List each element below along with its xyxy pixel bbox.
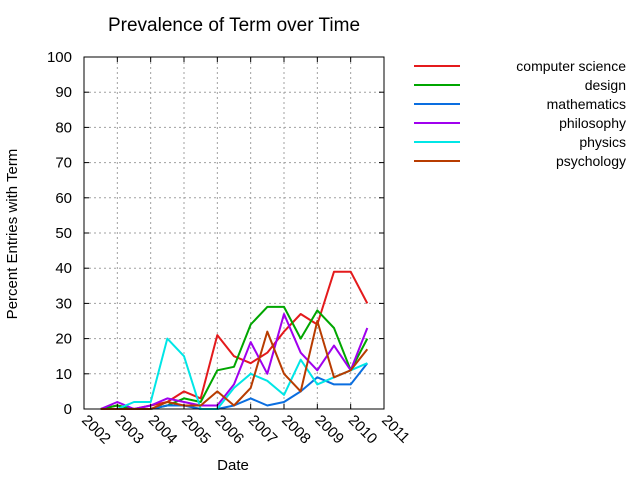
- x-tick-label: 2002: [78, 412, 114, 448]
- legend-label: physics: [579, 134, 626, 150]
- x-tick-label: 2009: [312, 412, 348, 448]
- x-tick-label: 2007: [245, 412, 281, 448]
- series-lines: [100, 270, 369, 410]
- chart-title: Prevalence of Term over Time: [108, 15, 360, 36]
- y-tick-label: 20: [55, 331, 72, 348]
- x-tick-label: 2011: [378, 412, 413, 447]
- y-tick-label: 0: [64, 401, 72, 418]
- x-tick-label: 2006: [212, 412, 248, 448]
- y-tick-label: 90: [55, 84, 72, 101]
- y-tick-label: 70: [55, 155, 72, 172]
- y-tick-label: 60: [55, 190, 72, 207]
- x-tick-label: 2004: [145, 412, 181, 448]
- legend: computer science design mathematics philoso…: [414, 58, 626, 169]
- grid: [84, 57, 384, 409]
- series-line-3: [100, 313, 369, 410]
- y-tick-label: 80: [55, 119, 72, 136]
- legend-label: design: [585, 77, 626, 93]
- x-tick-label: 2005: [178, 412, 214, 448]
- x-axis-label: Date: [217, 457, 249, 474]
- x-tick-label: 2008: [278, 412, 314, 448]
- x-tick-label: 2010: [345, 412, 381, 448]
- x-tick-label: 2003: [112, 412, 148, 448]
- y-axis-ticks: 0 10 20 30 40 50 60 70 80 90 100: [47, 49, 384, 418]
- y-tick-label: 10: [55, 366, 72, 383]
- legend-label: philosophy: [559, 115, 626, 131]
- legend-label: psychology: [556, 153, 626, 169]
- legend-label: mathematics: [547, 96, 626, 112]
- y-tick-label: 50: [55, 225, 72, 242]
- y-axis-label: Percent Entries with Term: [4, 149, 21, 320]
- y-tick-label: 40: [55, 260, 72, 277]
- y-tick-label: 30: [55, 295, 72, 312]
- y-tick-label: 100: [47, 49, 72, 66]
- legend-label: computer science: [516, 58, 626, 74]
- series-line-4: [100, 337, 368, 410]
